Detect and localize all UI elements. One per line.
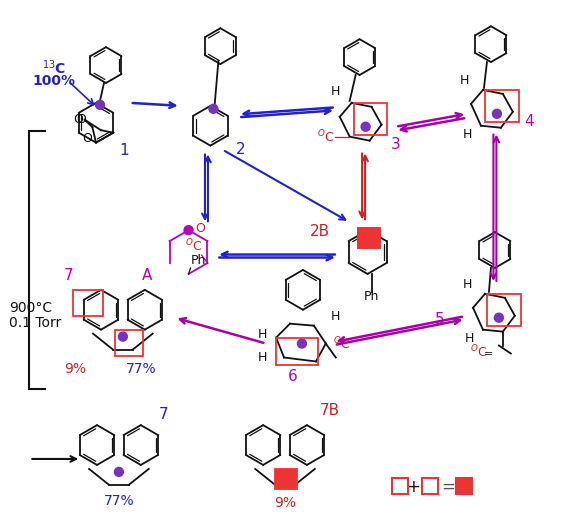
Circle shape: [114, 467, 124, 476]
Text: H: H: [258, 351, 267, 364]
Text: O: O: [74, 113, 84, 126]
Text: H: H: [462, 128, 472, 141]
Bar: [485, 90, 519, 122]
Circle shape: [298, 339, 306, 348]
Text: 900°C: 900°C: [9, 301, 53, 315]
Text: H: H: [465, 332, 474, 344]
Text: 1: 1: [119, 143, 129, 158]
Text: Ph: Ph: [191, 254, 206, 267]
Bar: [354, 103, 387, 135]
Circle shape: [96, 100, 104, 109]
Text: 7B: 7B: [320, 403, 340, 418]
Circle shape: [492, 109, 501, 118]
Text: Ph: Ph: [364, 290, 379, 303]
Bar: [456, 478, 472, 494]
Text: H: H: [331, 85, 340, 98]
Circle shape: [494, 313, 503, 322]
Circle shape: [361, 122, 370, 131]
Circle shape: [209, 104, 218, 113]
Text: 9%: 9%: [274, 496, 296, 510]
Text: +: +: [407, 478, 420, 496]
Text: A: A: [142, 268, 152, 283]
Text: $^O$C: $^O$C: [470, 344, 488, 361]
Text: 0.1 Torr: 0.1 Torr: [9, 316, 61, 330]
Text: H: H: [331, 310, 340, 323]
Text: =: =: [484, 350, 494, 360]
Text: O: O: [82, 132, 92, 145]
Text: O: O: [76, 113, 86, 126]
Circle shape: [118, 332, 128, 341]
Text: =: =: [441, 478, 455, 496]
Bar: [393, 478, 408, 494]
Text: 5: 5: [434, 312, 444, 327]
Text: H: H: [258, 328, 267, 341]
Text: 7: 7: [63, 268, 73, 283]
Text: O: O: [195, 222, 205, 235]
Text: 3: 3: [390, 136, 400, 152]
Text: 2: 2: [235, 142, 245, 156]
Text: 77%: 77%: [125, 362, 156, 376]
Bar: [422, 478, 438, 494]
Text: $^O$C: $^O$C: [317, 129, 335, 145]
Bar: [73, 290, 103, 316]
Text: $^{13}$C: $^{13}$C: [42, 59, 66, 77]
Text: H: H: [459, 74, 469, 87]
Text: H: H: [462, 278, 472, 291]
Text: 2B: 2B: [310, 224, 330, 239]
Bar: [275, 469, 297, 489]
Text: 7: 7: [159, 407, 168, 422]
Text: 6: 6: [288, 370, 298, 384]
Text: $^O$C: $^O$C: [333, 336, 350, 352]
Bar: [115, 330, 143, 355]
Text: 9%: 9%: [64, 362, 86, 376]
Bar: [358, 228, 379, 248]
Circle shape: [184, 226, 193, 235]
Text: 77%: 77%: [104, 494, 134, 508]
Bar: [487, 294, 521, 325]
Text: $^O$C: $^O$C: [185, 237, 202, 254]
Text: 4: 4: [524, 114, 534, 129]
Bar: [276, 338, 318, 365]
Text: 100%: 100%: [32, 74, 76, 88]
